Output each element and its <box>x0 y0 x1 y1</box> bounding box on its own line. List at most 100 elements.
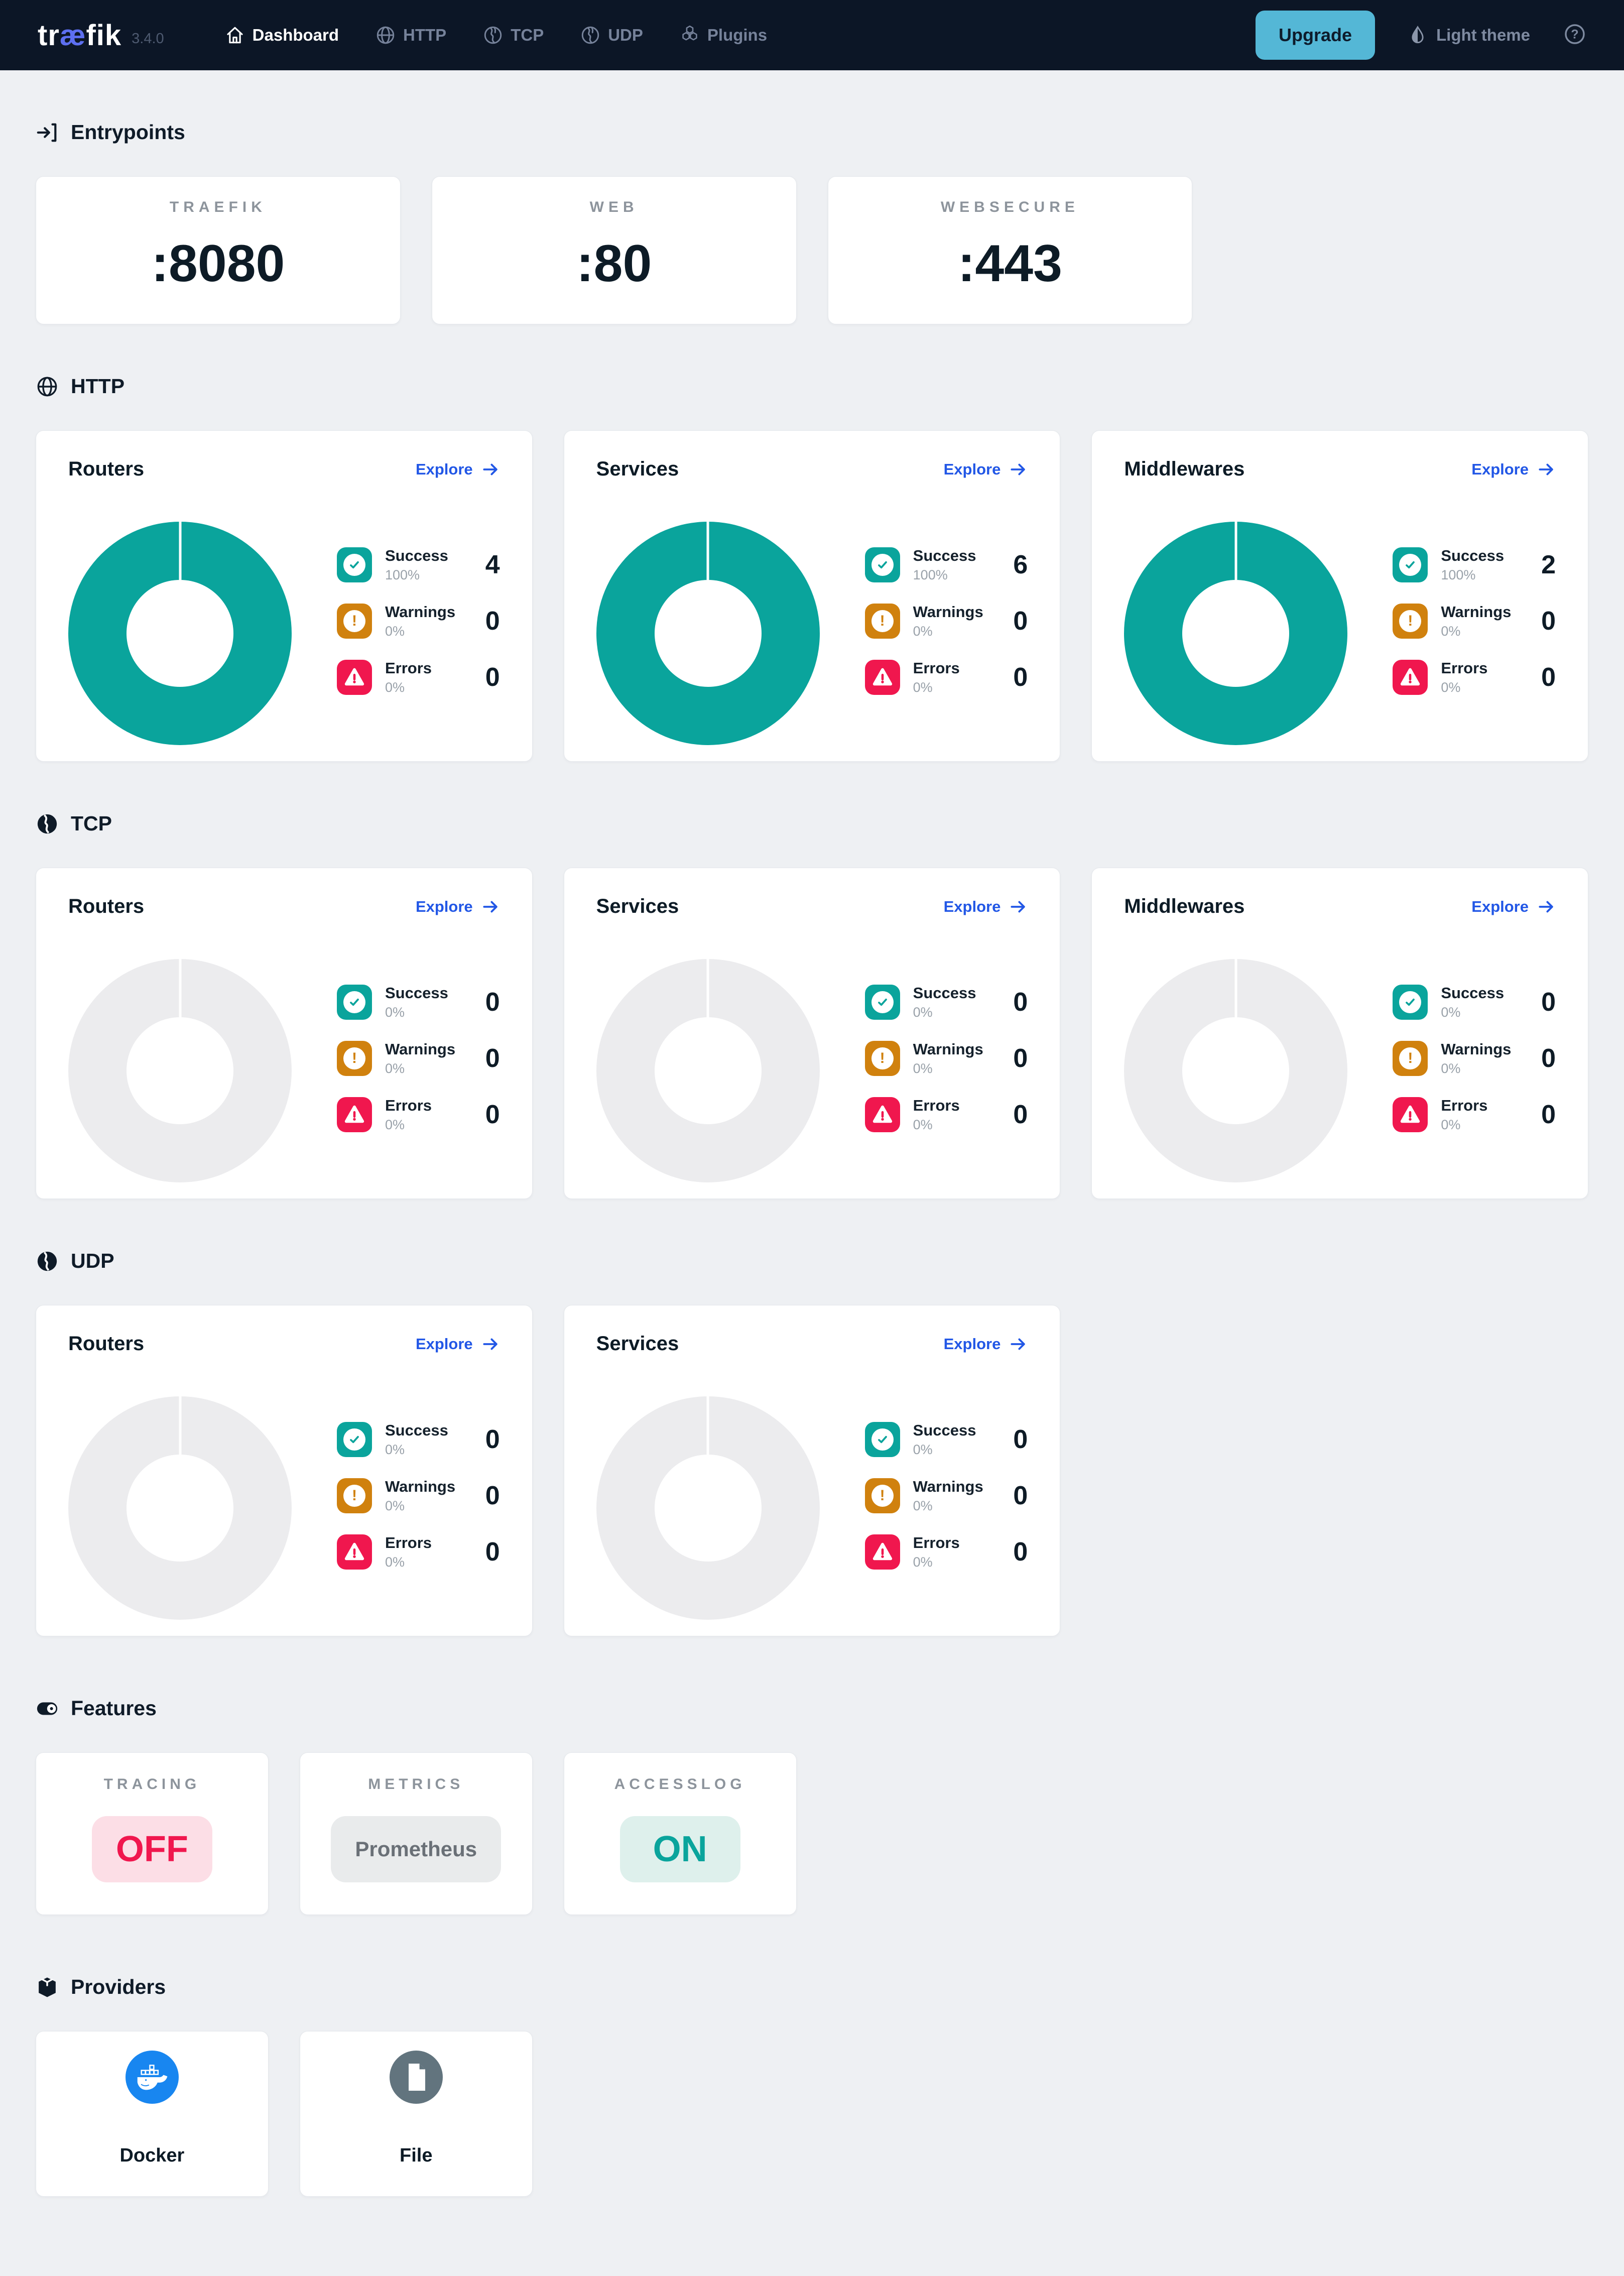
tcp-services-card: Services Explore Success 0% 0 ! Warnings 0 <box>563 868 1061 1199</box>
legend: Success 0% 0 ! Warnings 0% 0 Errors 0% 0 <box>337 1421 500 1620</box>
legend-row-success: Success 0% 0 <box>1393 984 1556 1020</box>
theme-toggle[interactable]: Light theme <box>1407 25 1530 46</box>
warning-icon: ! <box>864 1041 900 1076</box>
nav-item-label: UDP <box>608 26 643 44</box>
udp-icon <box>581 26 599 44</box>
nav-menu: Dashboard HTTP TCP UDP Plugins <box>224 25 767 46</box>
entrypoint-port: :443 <box>957 234 1062 293</box>
explore-link[interactable]: Explore <box>416 897 500 916</box>
svg-text:?: ? <box>1571 27 1578 41</box>
card-title: Services <box>596 458 679 480</box>
http-services-card: Services Explore Success 100% 6 ! Warning <box>563 430 1061 762</box>
http-middlewares-card: Middlewares Explore Success 100% 2 ! Warn <box>1091 430 1588 762</box>
section-title: HTTP <box>71 375 125 398</box>
legend-value: 0 <box>485 1044 500 1073</box>
http-heading: HTTP <box>36 375 1588 398</box>
card-title: Routers <box>68 895 145 917</box>
section-title: Features <box>71 1697 157 1720</box>
nav-item-plugins[interactable]: Plugins <box>679 25 767 46</box>
nav-item-http[interactable]: HTTP <box>375 25 446 46</box>
donut-chart <box>68 1396 292 1620</box>
feature-card-tracing: TRACING OFF <box>36 1752 269 1915</box>
legend-row-errors: Errors 0% 0 <box>1393 659 1556 695</box>
explore-link[interactable]: Explore <box>1471 897 1556 916</box>
features-heading: Features <box>36 1697 1588 1720</box>
plugins-icon <box>682 25 697 41</box>
entrypoint-card-web: WEB :80 <box>431 176 797 324</box>
tcp-icon <box>37 814 57 833</box>
section-http: HTTP Routers Explore Success 100% 4 <box>36 375 1588 762</box>
nav-item-udp[interactable]: UDP <box>580 25 643 46</box>
tcp-routers-card: Routers Explore Success 0% 0 ! Warnings 0% <box>36 868 533 1199</box>
legend-value: 0 <box>1541 1100 1556 1129</box>
help-button[interactable]: ? <box>1563 23 1586 48</box>
legend-row-warnings: ! Warnings 0% 0 <box>337 1040 500 1076</box>
section-udp: UDP Routers Explore Success 0% 0 <box>36 1249 1588 1636</box>
tcp-middlewares-card: Middlewares Explore Success 0% 0 ! Warnin <box>1091 868 1588 1199</box>
donut-chart <box>1124 959 1348 1182</box>
legend-row-warnings: ! Warnings 0% 0 <box>337 603 500 639</box>
legend: Success 0% 0 ! Warnings 0% 0 Errors 0% 0 <box>864 984 1028 1182</box>
navbar-right: Upgrade Light theme ? <box>1255 11 1586 60</box>
globe-icon <box>377 26 395 44</box>
upgrade-button[interactable]: Upgrade <box>1255 11 1375 60</box>
donut-chart <box>596 522 820 745</box>
legend-value: 0 <box>485 1100 500 1129</box>
legend-value: 0 <box>485 663 500 692</box>
legend-value: 0 <box>1013 607 1028 636</box>
arrow-right-icon <box>1011 901 1026 912</box>
legend-row-warnings: ! Warnings 0% 0 <box>864 1478 1028 1514</box>
udp-icon <box>37 1251 57 1271</box>
legend-value: 0 <box>485 1425 500 1454</box>
success-icon <box>864 985 900 1020</box>
success-icon <box>1393 985 1428 1020</box>
legend-row-errors: Errors 0% 0 <box>864 1534 1028 1570</box>
nav-item-tcp[interactable]: TCP <box>482 25 544 46</box>
donut-chart <box>68 522 292 745</box>
legend-row-success: Success 0% 0 <box>864 1421 1028 1458</box>
legend-row-errors: Errors 0% 0 <box>337 1534 500 1570</box>
help-icon: ? <box>1565 24 1585 44</box>
success-icon <box>337 1422 372 1457</box>
provider-card-docker: Docker <box>36 2031 269 2197</box>
card-title: Routers <box>68 1333 145 1355</box>
tcp-grid: Routers Explore Success 0% 0 ! Warnings 0% <box>36 868 1588 1199</box>
error-icon <box>337 1097 372 1132</box>
contrast-droplet-icon <box>1412 26 1424 44</box>
legend-value: 0 <box>1013 988 1028 1017</box>
arrow-right-icon <box>1539 463 1553 475</box>
top-navbar: træfik 3.4.0 Dashboard HTTP TCP UDP Plug… <box>0 0 1624 70</box>
section-title: Providers <box>71 1975 166 1998</box>
arrow-right-icon <box>483 1338 497 1350</box>
home-icon <box>227 27 243 44</box>
warning-icon: ! <box>337 604 372 639</box>
arrow-right-icon <box>483 463 497 475</box>
section-title: Entrypoints <box>71 121 185 144</box>
section-entrypoints: Entrypoints TRAEFIK :8080 WEB :80 WEBSEC… <box>36 121 1588 324</box>
success-icon <box>337 985 372 1020</box>
explore-link[interactable]: Explore <box>944 897 1028 916</box>
error-icon <box>1393 1097 1428 1132</box>
explore-link[interactable]: Explore <box>416 1335 500 1354</box>
explore-link[interactable]: Explore <box>416 460 500 479</box>
nav-item-label: TCP <box>511 26 544 44</box>
entrypoint-port: :80 <box>576 234 652 293</box>
explore-link[interactable]: Explore <box>1471 460 1556 479</box>
legend-row-success: Success 100% 6 <box>864 547 1028 583</box>
nav-item-dashboard[interactable]: Dashboard <box>224 25 339 46</box>
legend-value: 0 <box>1013 663 1028 692</box>
explore-link[interactable]: Explore <box>944 460 1028 479</box>
card-title: Routers <box>68 458 145 480</box>
legend-row-success: Success 0% 0 <box>864 984 1028 1020</box>
section-tcp: TCP Routers Explore Success 0% 0 <box>36 812 1588 1199</box>
entrypoint-port: :8080 <box>151 234 285 293</box>
entrypoint-name: TRAEFIK <box>169 199 267 215</box>
entrypoint-card-websecure: WEBSECURE :443 <box>827 176 1193 324</box>
legend-value: 0 <box>1013 1425 1028 1454</box>
entrypoints-grid: TRAEFIK :8080 WEB :80 WEBSECURE :443 <box>36 176 1588 324</box>
legend: Success 100% 4 ! Warnings 0% 0 Errors 0% 0 <box>337 547 500 745</box>
explore-link[interactable]: Explore <box>944 1335 1028 1354</box>
error-icon <box>864 1097 900 1132</box>
legend-value: 6 <box>1013 550 1028 579</box>
feature-name: METRICS <box>368 1776 464 1792</box>
